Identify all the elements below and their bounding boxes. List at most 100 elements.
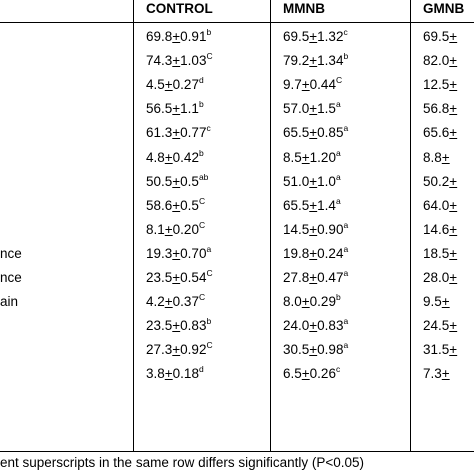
plus-minus-sign: + xyxy=(301,294,310,310)
cell-mean: 19.3 xyxy=(146,245,173,261)
plus-minus-sign: + xyxy=(441,366,450,382)
significance-superscript: C xyxy=(198,292,206,303)
cell-sd: 0.37 xyxy=(172,294,199,310)
cell-sd: 1.03 xyxy=(180,53,207,69)
table-cell: 12.5+ xyxy=(423,73,474,97)
cell-mean: 24.0 xyxy=(283,318,310,334)
cell-sd: 1.5 xyxy=(317,101,336,117)
plus-minus-sign: + xyxy=(309,29,318,44)
table-cell: 50.2+ xyxy=(423,170,474,194)
significance-superscript: d xyxy=(198,364,204,375)
cell-mean: 27.3 xyxy=(146,342,173,358)
plus-minus-sign: + xyxy=(172,342,181,358)
cell-sd: 1.20 xyxy=(309,149,336,165)
table-cell: 4.5+0.27d xyxy=(146,73,268,97)
plus-minus-sign: + xyxy=(449,318,458,334)
significance-superscript: b xyxy=(206,27,212,37)
significance-superscript: a xyxy=(343,243,349,254)
plus-minus-sign: + xyxy=(172,53,181,69)
table-cell: 65.6+ xyxy=(423,121,474,145)
plus-minus-sign: + xyxy=(449,125,458,141)
cell-mean: 9.5 xyxy=(423,294,442,310)
cell-mean: 9.7 xyxy=(283,77,302,93)
plus-minus-sign: + xyxy=(309,101,318,117)
table-cell: 51.0+1.0a xyxy=(283,170,408,194)
plus-minus-sign: + xyxy=(309,270,318,285)
cell-mean: 8.8 xyxy=(423,149,442,165)
significance-superscript: a xyxy=(343,268,349,278)
table-cell: 7.3+ xyxy=(423,362,474,386)
cell-sd: 0.42 xyxy=(172,149,199,165)
plus-minus-sign: + xyxy=(449,270,458,285)
table-cell: 30.5+0.98a xyxy=(283,338,408,362)
table-cell: 69.5+1.32c xyxy=(283,25,408,49)
table-cell: 57.0+1.5a xyxy=(283,97,408,121)
header-bottom-rule xyxy=(0,22,474,23)
row-label: ain xyxy=(0,294,19,310)
plus-minus-sign: + xyxy=(164,149,173,165)
column-header-mmnb: MMNB xyxy=(283,1,325,16)
table-cell: 23.5+0.54C xyxy=(146,266,268,290)
table-cell: 27.3+0.92C xyxy=(146,338,268,362)
cell-mean: 3.8 xyxy=(146,366,165,382)
cell-sd: 0.27 xyxy=(172,77,199,93)
significance-superscript: C xyxy=(335,75,343,86)
significance-superscript: b xyxy=(343,51,349,62)
plus-minus-sign: + xyxy=(449,342,458,358)
table-cell: 58.6+0.5C xyxy=(146,194,268,218)
plus-minus-sign: + xyxy=(172,125,181,141)
cell-sd: 1.0 xyxy=(317,173,336,189)
cell-mean: 14.5 xyxy=(283,221,310,237)
table-cell: 4.2+0.37C xyxy=(146,290,268,314)
table-cell: 3.8+0.18d xyxy=(146,362,268,386)
table-cell: 50.5+0.5ab xyxy=(146,170,268,194)
significance-superscript: a xyxy=(343,340,349,351)
plus-minus-sign: + xyxy=(449,197,458,213)
cell-sd: 1.4 xyxy=(317,197,336,213)
cell-sd: 1.32 xyxy=(317,29,344,44)
significance-superscript: C xyxy=(206,268,213,278)
significance-superscript: a xyxy=(335,99,341,110)
significance-superscript: c xyxy=(343,27,348,37)
cell-sd: 1.34 xyxy=(317,53,344,69)
significance-superscript: c xyxy=(206,123,211,134)
plus-minus-sign: + xyxy=(301,366,310,382)
table-cell: 61.3+0.77c xyxy=(146,121,268,145)
cell-mean: 12.5 xyxy=(423,77,450,93)
column-divider xyxy=(133,0,134,451)
cell-mean: 69.5 xyxy=(283,29,310,44)
plus-minus-sign: + xyxy=(301,149,310,165)
plus-minus-sign: + xyxy=(449,77,458,93)
table-cell: 8.0+0.29b xyxy=(283,290,408,314)
table-cell: 69.5+ xyxy=(423,25,474,49)
cell-mean: 14.6 xyxy=(423,221,450,237)
cell-mean: 65.5 xyxy=(283,197,310,213)
plus-minus-sign: + xyxy=(309,318,318,334)
cell-mean: 8.0 xyxy=(283,294,302,310)
plus-minus-sign: + xyxy=(449,29,458,44)
table-cell: 56.5+1.1b xyxy=(146,97,268,121)
table-cell: 8.8+ xyxy=(423,146,474,170)
plus-minus-sign: + xyxy=(172,197,181,213)
table-cell: 14.5+0.90a xyxy=(283,218,408,242)
table-bottom-rule xyxy=(0,451,474,452)
significance-superscript: C xyxy=(206,51,213,62)
significance-superscript: a xyxy=(335,171,341,182)
cell-mean: 65.6 xyxy=(423,125,450,141)
cell-sd: 0.47 xyxy=(317,270,344,285)
significance-superscript: C xyxy=(198,219,206,230)
cell-sd: 0.24 xyxy=(317,245,344,261)
table-cell: 14.6+ xyxy=(423,218,474,242)
cell-mean: 56.8 xyxy=(423,101,450,117)
cell-mean: 69.5 xyxy=(423,29,450,44)
cell-mean: 50.2 xyxy=(423,173,450,189)
cell-mean: 4.5 xyxy=(146,77,165,93)
plus-minus-sign: + xyxy=(309,173,318,189)
cell-mean: 64.0 xyxy=(423,197,450,213)
plus-minus-sign: + xyxy=(449,101,458,117)
table-cell: 18.5+ xyxy=(423,242,474,266)
plus-minus-sign: + xyxy=(449,53,458,69)
plus-minus-sign: + xyxy=(164,294,173,310)
column-header-gmnb: GMNB xyxy=(423,1,465,16)
